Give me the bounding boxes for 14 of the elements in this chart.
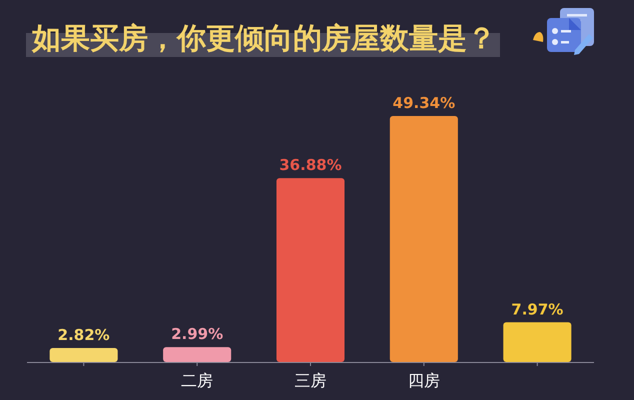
- data-label: 2.82%: [58, 326, 110, 344]
- bar: [503, 322, 572, 362]
- bar: [390, 116, 458, 362]
- data-label: 2.99%: [171, 325, 224, 344]
- bar: [50, 348, 118, 362]
- data-label: 49.34%: [392, 94, 456, 112]
- data-label: 36.88%: [279, 156, 342, 174]
- x-tick-label: 三房: [294, 371, 326, 390]
- bar: [163, 347, 232, 362]
- chart-title: 如果买房，你更倾向的房屋数量是？: [31, 21, 496, 55]
- x-tick-label: 四房: [408, 371, 440, 390]
- bar: [276, 178, 345, 362]
- x-tick-label: 二房: [181, 371, 214, 390]
- data-label: 7.97%: [511, 300, 564, 318]
